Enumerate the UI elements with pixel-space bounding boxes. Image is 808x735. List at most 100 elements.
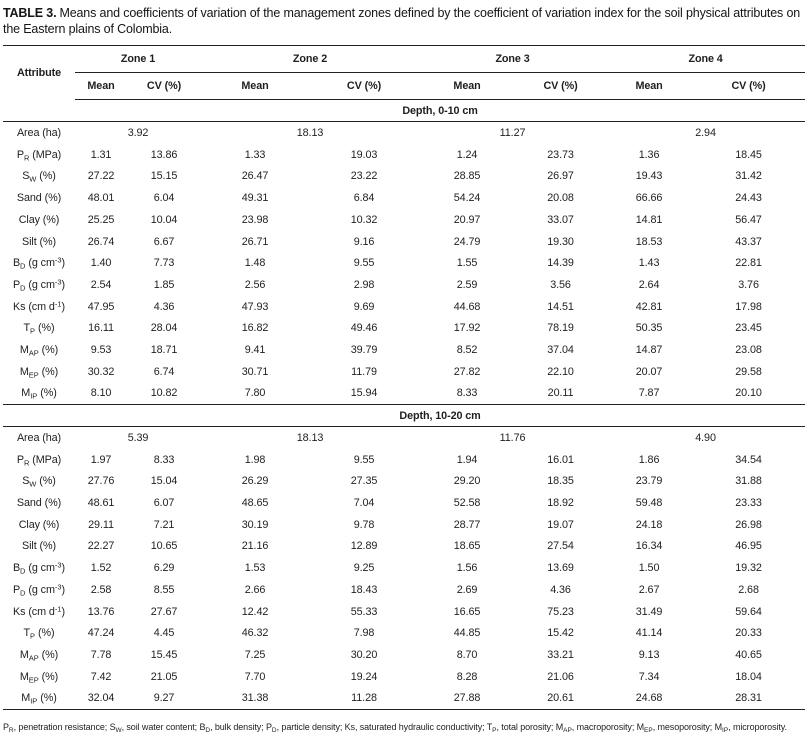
value-cell: 20.10	[735, 387, 762, 400]
value-cell: 2.98	[353, 278, 375, 291]
table-row: BD (g cm-3) 1.40 7.73 1.48 9.55 1.55 14.39 1.43…	[3, 252, 805, 274]
value-cell: 11.79	[351, 365, 377, 378]
value-cell: 22.27	[87, 540, 115, 553]
value-cell: 18.53	[635, 235, 663, 248]
value-cell: 4.90	[695, 432, 716, 445]
attribute-cell: Clay (%)	[18, 213, 60, 226]
value-cell: 9.69	[353, 300, 375, 313]
value-cell: 48.65	[241, 497, 269, 510]
cv-header-z2: CV (%)	[309, 72, 420, 101]
value-cell: 40.65	[735, 648, 762, 661]
value-cell: 22.10	[547, 365, 574, 378]
attribute-cell: MIP (%)	[21, 692, 57, 706]
value-cell: 56.47	[735, 213, 762, 226]
value-cell: 23.22	[350, 170, 378, 183]
value-cell: 8.28	[456, 670, 478, 683]
value-cell: 66.66	[635, 192, 663, 205]
value-cell: 46.32	[241, 627, 269, 640]
value-cell: 1.52	[90, 562, 112, 575]
table-caption-text: Means and coefficients of variation of t…	[3, 6, 801, 36]
table-row: MAP (%) 7.78 15.45 7.25 30.20 8.70 33.21 9.13 40…	[3, 644, 805, 666]
attribute-cell: MAP (%)	[19, 648, 59, 663]
value-cell: 23.08	[735, 343, 762, 356]
value-cell: 7.04	[353, 497, 375, 510]
attribute-cell: Silt (%)	[22, 540, 56, 553]
value-cell: 27.82	[453, 365, 481, 378]
value-cell: 7.87	[638, 387, 660, 400]
value-cell: 11.27	[499, 127, 526, 140]
value-cell: 27.35	[350, 475, 378, 488]
value-cell: 16.11	[88, 322, 114, 335]
value-cell: 1.40	[90, 257, 112, 270]
value-cell: 7.73	[153, 257, 175, 270]
table-row: MEP (%) 30.32 6.74 30.71 11.79 27.82 22.10 20.0…	[3, 361, 805, 383]
value-cell: 20.97	[453, 213, 481, 226]
value-cell: 24.79	[453, 235, 481, 248]
table-row: TP (%) 16.11 28.04 16.82 49.46 17.92 78.19 50.3…	[3, 317, 805, 339]
attribute-cell: TP (%)	[23, 627, 55, 641]
value-cell: 1.55	[456, 257, 478, 270]
value-cell: 47.93	[241, 300, 269, 313]
value-cell: 9.78	[353, 518, 375, 531]
value-cell: 2.68	[738, 583, 759, 596]
value-cell: 75.23	[547, 605, 574, 618]
value-cell: 18.92	[547, 497, 574, 510]
attribute-cell: MEP (%)	[19, 670, 59, 684]
table-row: PD (g cm-3) 2.58 8.55 2.66 18.43 2.69 4.36 2.67…	[3, 579, 805, 601]
value-cell: 46.95	[735, 540, 762, 553]
attribute-cell: Silt (%)	[22, 235, 56, 248]
table-row: Silt (%) 26.74 6.67 26.71 9.16 24.79 19.30 18.5…	[3, 231, 805, 253]
value-cell: 22.81	[735, 257, 762, 270]
value-cell: 19.30	[547, 235, 574, 248]
value-cell: 37.04	[547, 343, 574, 356]
table-caption: TABLE 3. Means and coefficients of variat…	[3, 6, 805, 37]
value-cell: 23.73	[547, 148, 574, 161]
mean-header-z4: Mean	[606, 72, 693, 101]
depth-section-row: Depth, 10-20 cm	[3, 404, 806, 428]
value-cell: 5.39	[127, 432, 149, 445]
value-cell: 48.01	[87, 192, 115, 205]
value-cell: 6.04	[153, 192, 175, 205]
value-cell: 27.67	[150, 605, 178, 618]
value-cell: 9.55	[353, 257, 375, 270]
value-cell: 32.04	[87, 692, 115, 705]
value-cell: 2.67	[638, 583, 660, 596]
value-cell: 28.04	[150, 322, 178, 335]
value-cell: 1.31	[90, 148, 112, 161]
value-cell: 1.98	[244, 453, 266, 466]
depth-row-spacer	[3, 404, 75, 428]
value-cell: 3.92	[127, 127, 149, 140]
table-row: Clay (%) 25.25 10.04 23.98 10.32 20.97 33.07 14…	[3, 209, 805, 231]
value-cell: 19.07	[547, 518, 574, 531]
value-cell: 2.59	[456, 278, 478, 291]
value-cell: 48.61	[87, 497, 115, 510]
value-cell: 4.36	[550, 583, 571, 596]
value-cell: 26.98	[735, 518, 762, 531]
value-cell: 18.13	[296, 127, 324, 140]
value-cell: 27.54	[547, 540, 574, 553]
value-cell: 28.77	[453, 518, 481, 531]
value-cell: 78.19	[547, 322, 574, 335]
table-row: SW (%) 27.22 15.15 26.47 23.22 28.85 26.97 19.4…	[3, 166, 805, 188]
value-cell: 4.45	[153, 627, 175, 640]
value-cell: 15.42	[547, 627, 574, 640]
value-cell: 34.54	[735, 453, 762, 466]
value-cell: 52.58	[453, 497, 481, 510]
table-row: Area (ha) 5.39 18.13 11.76 4.90	[3, 427, 805, 449]
value-cell: 10.65	[150, 540, 178, 553]
table-row: MIP (%) 32.04 9.27 31.38 11.28 27.88 20.61 24.6…	[3, 687, 805, 709]
value-cell: 41.14	[635, 627, 663, 640]
value-cell: 10.82	[150, 387, 178, 400]
value-cell: 1.24	[456, 148, 478, 161]
value-cell: 23.33	[735, 497, 762, 510]
value-cell: 26.74	[87, 235, 115, 248]
zone-header-3: Zone 3	[419, 45, 607, 74]
value-cell: 9.27	[153, 692, 175, 705]
value-cell: 59.64	[735, 605, 762, 618]
value-cell: 2.56	[244, 278, 266, 291]
value-cell: 54.24	[453, 192, 481, 205]
value-cell: 47.95	[87, 300, 115, 313]
value-cell: 31.38	[241, 692, 269, 705]
value-cell: 27.88	[453, 692, 481, 705]
value-cell: 25.25	[87, 213, 115, 226]
